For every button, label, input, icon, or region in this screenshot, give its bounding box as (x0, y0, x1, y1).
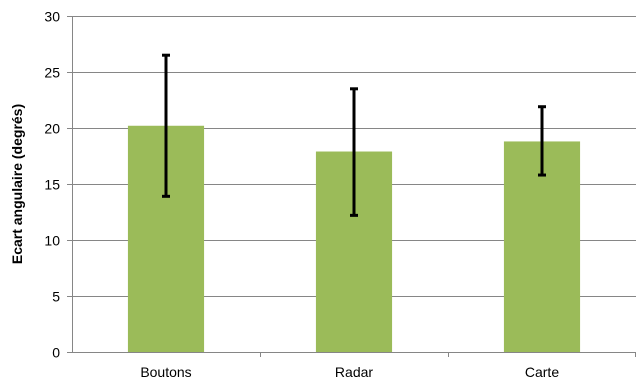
tick-labels: 0 5 10 15 20 25 30 Boutons Radar Carte (44, 9, 559, 381)
y-tick-label: 15 (44, 177, 60, 193)
y-tick-label: 25 (44, 65, 60, 81)
y-axis-title: Ecart angulaire (degrés) (9, 104, 25, 264)
y-tick-label: 5 (52, 289, 60, 305)
x-tick-label-boutons: Boutons (140, 364, 191, 380)
error-bars (162, 55, 546, 215)
x-tick-label-carte: Carte (525, 364, 559, 380)
x-tick-label-radar: Radar (335, 364, 373, 380)
y-tick-label: 20 (44, 121, 60, 137)
y-tick-label: 10 (44, 233, 60, 249)
y-tick-label: 30 (44, 9, 60, 25)
y-tick-label: 0 (52, 345, 60, 361)
